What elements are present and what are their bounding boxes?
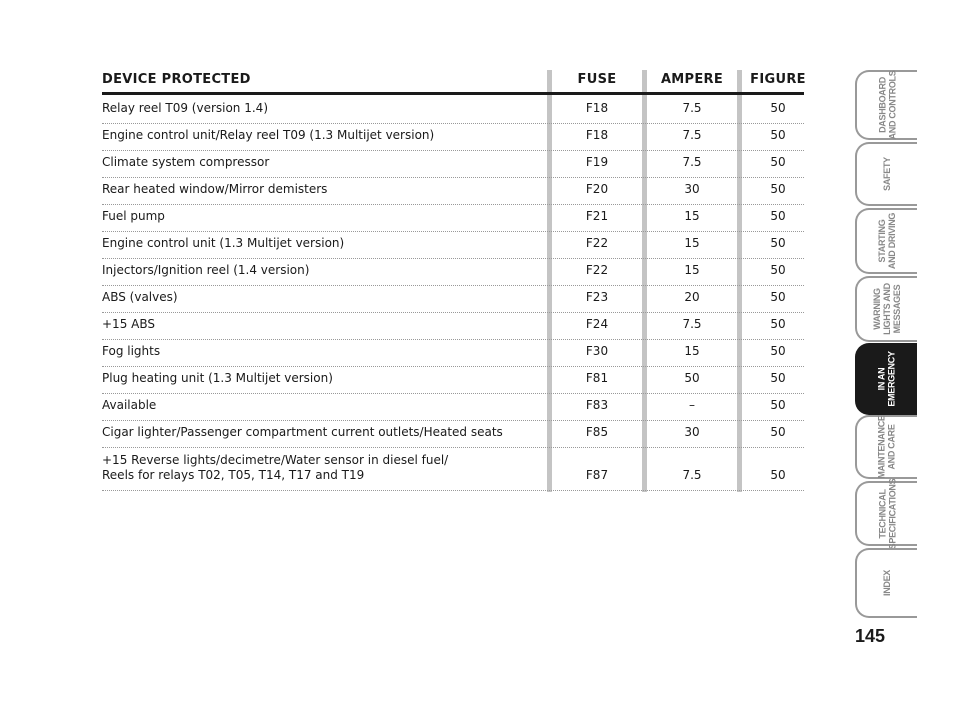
tab-in-an[interactable]: IN AN EMERGENCY — [855, 343, 917, 415]
tab-label: MAINTENANCE AND CARE — [877, 415, 898, 479]
ampere-cell: 50 — [684, 371, 700, 385]
ampere-cell: 15 — [684, 344, 700, 358]
tab-index[interactable]: INDEX — [855, 548, 917, 618]
tab-technical[interactable]: TECHNICAL SPECIFICATIONS — [855, 478, 917, 549]
figure-cell: 50 — [770, 290, 786, 304]
fuse-cell: F30 — [585, 344, 609, 358]
fuse-cell: F22 — [585, 236, 609, 250]
table-row: Engine control unit (1.3 Multijet versio… — [102, 231, 804, 259]
fuse-cell: F85 — [585, 425, 609, 439]
tab-label: DASHBOARD AND CONTROLS — [877, 70, 897, 140]
table-row: Relay reel T09 (version 1.4) F18 7.5 50 — [102, 96, 804, 124]
device-cell: Climate system compressor — [102, 155, 270, 169]
tab-label: WARNING LIGHTS AND MESSAGES — [871, 283, 902, 335]
tab-label: IN AN EMERGENCY — [877, 351, 897, 407]
ampere-cell: 15 — [684, 263, 700, 277]
device-cell: ABS (valves) — [102, 290, 178, 304]
fuse-cell: F22 — [585, 263, 609, 277]
figure-cell: 50 — [770, 209, 786, 223]
tab-starting[interactable]: STARTING AND DRIVING — [855, 208, 917, 274]
ampere-cell: 7.5 — [682, 468, 702, 482]
fuse-cell: F23 — [585, 290, 609, 304]
fuse-cell: F83 — [585, 398, 609, 412]
fuse-cell: F20 — [585, 182, 609, 196]
tab-label: INDEX — [881, 569, 892, 597]
page-number: 145 — [855, 626, 886, 646]
figure-cell: 50 — [770, 128, 786, 142]
tab-maintenance[interactable]: MAINTENANCE AND CARE — [855, 415, 917, 479]
fuse-cell: F18 — [585, 128, 609, 142]
device-cell: Injectors/Ignition reel (1.4 version) — [102, 263, 310, 277]
figure-cell: 50 — [770, 155, 786, 169]
fuse-cell: F24 — [585, 317, 609, 331]
figure-cell: 50 — [770, 344, 786, 358]
column-divider — [642, 70, 647, 492]
tab-label: TECHNICAL SPECIFICATIONS — [877, 478, 898, 549]
table-row: Cigar lighter/Passenger compartment curr… — [102, 420, 804, 448]
figure-cell: 50 — [770, 236, 786, 250]
header-fuse: FUSE — [577, 72, 617, 87]
device-cell: Relay reel T09 (version 1.4) — [102, 101, 268, 115]
figure-cell: 50 — [770, 101, 786, 115]
ampere-cell: 30 — [684, 425, 700, 439]
table-row: Climate system compressor F19 7.5 50 — [102, 150, 804, 178]
ampere-cell: 15 — [684, 236, 700, 250]
device-cell: Engine control unit (1.3 Multijet versio… — [102, 236, 345, 250]
ampere-cell: 7.5 — [682, 101, 702, 115]
table-row: Fog lights F30 15 50 — [102, 339, 804, 367]
header-rule — [102, 92, 804, 95]
device-cell: +15 ABS — [102, 317, 155, 331]
figure-cell: 50 — [770, 317, 786, 331]
ampere-cell: 30 — [684, 182, 700, 196]
table-row: Available F83 – 50 — [102, 393, 804, 421]
figure-cell: 50 — [770, 371, 786, 385]
table-row: ABS (valves) F23 20 50 — [102, 285, 804, 313]
fuse-cell: F19 — [585, 155, 609, 169]
device-cell: Rear heated window/Mirror demisters — [102, 182, 328, 196]
ampere-cell: 7.5 — [682, 155, 702, 169]
table-row: +15 Reverse lights/decimetre/Water senso… — [102, 447, 804, 491]
tab-label: STARTING AND DRIVING — [876, 212, 897, 270]
table-row: Plug heating unit (1.3 Multijet version)… — [102, 366, 804, 394]
ampere-cell: 7.5 — [682, 128, 702, 142]
tab-warning[interactable]: WARNING LIGHTS AND MESSAGES — [855, 276, 917, 342]
table-row: +15 ABS F24 7.5 50 — [102, 312, 804, 340]
fuse-cell: F18 — [585, 101, 609, 115]
device-cell: +15 Reverse lights/decimetre/Water senso… — [102, 453, 449, 482]
fuse-cell: F21 — [585, 209, 609, 223]
header-figure: FIGURE — [750, 72, 806, 87]
device-cell: Available — [102, 398, 157, 412]
tab-label: SAFETY — [882, 157, 892, 191]
ampere-cell: 7.5 — [682, 317, 702, 331]
device-cell: Fog lights — [102, 344, 161, 358]
column-divider — [737, 70, 742, 492]
device-cell: Fuel pump — [102, 209, 165, 223]
figure-cell: 50 — [770, 398, 786, 412]
figure-cell: 50 — [770, 468, 786, 482]
table-row: Rear heated window/Mirror demisters F20 … — [102, 177, 804, 205]
table-row: Injectors/Ignition reel (1.4 version) F2… — [102, 258, 804, 286]
tab-safety[interactable]: SAFETY — [855, 142, 917, 206]
header-ampere: AMPERE — [660, 72, 724, 87]
device-cell: Plug heating unit (1.3 Multijet version) — [102, 371, 333, 385]
table-row: Engine control unit/Relay reel T09 (1.3 … — [102, 123, 804, 151]
device-cell: Cigar lighter/Passenger compartment curr… — [102, 425, 503, 439]
table-row: Fuel pump F21 15 50 — [102, 204, 804, 232]
figure-cell: 50 — [770, 425, 786, 439]
header-device: DEVICE PROTECTED — [102, 72, 251, 87]
ampere-cell: 15 — [684, 209, 700, 223]
ampere-cell: – — [689, 398, 695, 412]
figure-cell: 50 — [770, 182, 786, 196]
ampere-cell: 20 — [684, 290, 700, 304]
column-divider — [547, 70, 552, 492]
device-cell: Engine control unit/Relay reel T09 (1.3 … — [102, 128, 435, 142]
fuse-cell: F81 — [585, 371, 609, 385]
figure-cell: 50 — [770, 263, 786, 277]
tab-dashboard[interactable]: DASHBOARD AND CONTROLS — [855, 70, 917, 140]
fuse-cell: F87 — [585, 468, 609, 482]
